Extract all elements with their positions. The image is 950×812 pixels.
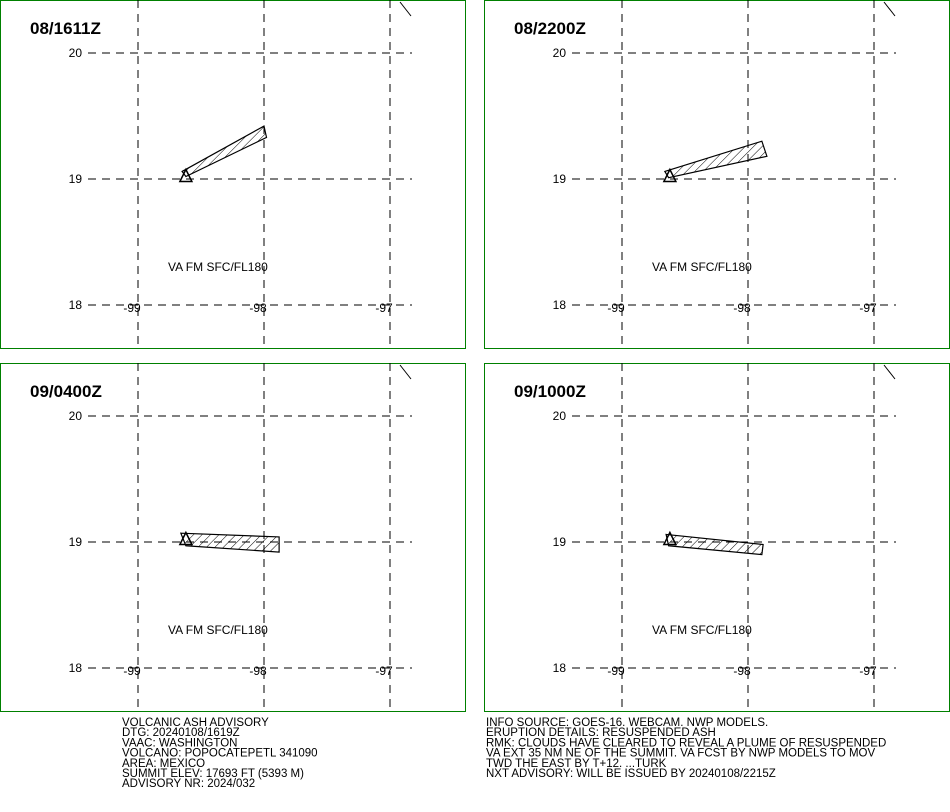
advisory-line: AREA: MEXICO	[122, 758, 205, 770]
north-tick	[883, 1, 896, 17]
advisory-line: DTG: 20240108/1619Z	[122, 727, 240, 739]
lon-tick-label: -99	[123, 664, 141, 678]
altitude-label: VA FM SFC/FL180	[652, 623, 752, 637]
panel-border	[0, 363, 466, 712]
lat-tick-label: 20	[69, 46, 83, 60]
map-panel: 20 19 18 -99 -98 -97 08/2200Z VA FM SFC/FL180	[484, 0, 950, 349]
lat-tick-label: 18	[553, 298, 567, 312]
advisory-line: RMK: CLOUDS HAVE CLEARED TO REVEAL A PLU…	[486, 737, 886, 749]
volcano-symbol	[662, 530, 678, 546]
ash-polygon	[663, 140, 768, 179]
map-panel: 20 19 18 -99 -98 -97 09/0400Z VA FM SFC/FL180	[0, 363, 466, 712]
panel-label: 08/2200Z	[514, 19, 586, 38]
lon-tick-label: -97	[859, 301, 877, 315]
lon-tick-label: -99	[607, 664, 625, 678]
volcano-symbol	[662, 167, 678, 183]
lat-tick-label: 20	[553, 46, 567, 60]
panel-label: 08/1611Z	[30, 19, 101, 38]
lon-tick-label: -99	[607, 301, 625, 315]
lat-tick-label: 18	[553, 661, 567, 675]
north-tick	[883, 364, 896, 380]
panel-label: 09/1000Z	[514, 382, 586, 401]
volcano-symbol	[178, 167, 194, 183]
map-panel: 20 19 18 -99 -98 -97 08/1611Z VA FM SFC/FL180	[0, 0, 466, 349]
lat-tick-label: 18	[69, 661, 83, 675]
lon-tick-label: -98	[249, 664, 267, 678]
panel-label: 09/0400Z	[30, 382, 102, 401]
advisory-line: NXT ADVISORY: WILL BE ISSUED BY 20240108…	[486, 768, 776, 780]
advisory-line: VOLCANO: POPOCATEPETL 341090	[122, 748, 318, 760]
advisory-line: TWD THE EAST BY T+12. ...TURK	[486, 758, 667, 770]
altitude-label: VA FM SFC/FL180	[168, 623, 268, 637]
ash-polygon	[181, 125, 268, 178]
lat-tick-label: 19	[69, 535, 83, 549]
panel-border	[0, 0, 466, 349]
lat-tick-label: 20	[553, 409, 567, 423]
lon-tick-label: -97	[859, 664, 877, 678]
volcano-symbol	[178, 530, 194, 546]
lon-tick-label: -98	[733, 301, 751, 315]
lon-tick-label: -97	[375, 301, 393, 315]
lon-tick-label: -99	[123, 301, 141, 315]
ash-polygon	[179, 532, 280, 553]
lon-tick-label: -98	[733, 664, 751, 678]
advisory-line: VOLCANIC ASH ADVISORY	[122, 717, 269, 729]
altitude-label: VA FM SFC/FL180	[168, 260, 268, 274]
lat-tick-label: 18	[69, 298, 83, 312]
advisory-line: ADVISORY NR: 2024/032	[122, 778, 255, 790]
north-tick	[399, 1, 412, 17]
lat-tick-label: 19	[553, 535, 567, 549]
lon-tick-label: -97	[375, 664, 393, 678]
lon-tick-label: -98	[249, 301, 267, 315]
advisory-line: SUMMIT ELEV: 17693 FT (5393 M)	[122, 768, 304, 780]
ash-polygon	[665, 533, 764, 556]
advisory-line: VAAC: WASHINGTON	[122, 737, 237, 749]
lat-tick-label: 19	[553, 172, 567, 186]
north-tick	[399, 364, 412, 380]
advisory-line: INFO SOURCE: GOES-16. WEBCAM. NWP MODELS…	[486, 717, 768, 729]
advisory-line: ERUPTION DETAILS: RESUSPENDED ASH	[486, 727, 716, 739]
map-panel: 20 19 18 -99 -98 -97 09/1000Z VA FM SFC/FL180	[484, 363, 950, 712]
lat-tick-label: 20	[69, 409, 83, 423]
altitude-label: VA FM SFC/FL180	[652, 260, 752, 274]
advisory-line: VA EXT 35 NM NE OF THE SUMMIT. VA FCST B…	[486, 748, 875, 760]
lat-tick-label: 19	[69, 172, 83, 186]
